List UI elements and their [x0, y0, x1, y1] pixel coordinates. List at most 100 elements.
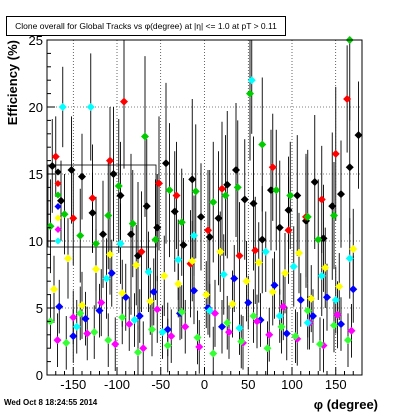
data-point [347, 326, 356, 335]
data-point [120, 97, 128, 106]
data-point [317, 271, 326, 280]
data-point [134, 348, 142, 357]
data-point [195, 342, 204, 351]
data-point [272, 186, 281, 195]
data-point [282, 329, 291, 338]
data-point [267, 186, 275, 195]
data-point [253, 317, 261, 326]
x-tick-label: -100 [104, 377, 130, 392]
data-point [174, 279, 183, 288]
data-point [116, 191, 125, 200]
data-point [233, 183, 242, 192]
data-point [148, 325, 156, 334]
data-point [209, 198, 218, 207]
data-point [265, 330, 274, 339]
data-point [214, 214, 223, 223]
data-point [235, 324, 244, 333]
data-point [88, 194, 97, 203]
legend-marker [54, 226, 62, 233]
data-point [246, 89, 254, 98]
timestamp: Wed Oct 8 18:24:55 2014 [4, 398, 98, 407]
data-point [337, 320, 345, 329]
data-point [97, 298, 106, 307]
data-point [303, 212, 312, 221]
data-point [172, 191, 181, 200]
data-point [92, 265, 100, 274]
data-point [303, 318, 312, 327]
data-point [230, 274, 239, 283]
data-point [146, 297, 155, 306]
data-point [132, 261, 141, 270]
data-point [309, 312, 317, 321]
data-point [331, 149, 340, 158]
data-point [263, 344, 272, 353]
data-point [286, 191, 295, 200]
data-point [158, 328, 167, 337]
data-point [281, 269, 289, 278]
data-point [179, 241, 188, 250]
data-point [118, 289, 127, 298]
data-point [163, 341, 172, 350]
data-point [268, 163, 277, 172]
data-point [219, 270, 228, 279]
data-point [106, 250, 114, 259]
data-point [67, 165, 76, 174]
data-point [160, 271, 169, 280]
legend-marker [54, 180, 62, 187]
data-point [72, 322, 81, 331]
data-point [242, 277, 251, 286]
chart-title: Clone overall for Global Tracks vs φ(deg… [6, 16, 286, 36]
y-tick-label: 15 [29, 167, 43, 182]
data-point [58, 103, 67, 111]
data-point [258, 235, 267, 244]
data-point [50, 285, 58, 294]
data-point [188, 257, 197, 266]
data-point [130, 316, 139, 325]
data-point [223, 180, 232, 189]
data-point [205, 232, 214, 241]
data-point [237, 337, 246, 346]
data-point [258, 140, 267, 149]
y-tick-label: 0 [36, 368, 43, 383]
data-point [216, 247, 225, 256]
data-point [316, 340, 324, 349]
data-point [247, 76, 256, 85]
data-point [139, 344, 148, 353]
data-point [321, 263, 330, 272]
data-point [331, 295, 340, 304]
data-point [343, 94, 352, 103]
legend-marker [54, 214, 62, 222]
data-point [151, 235, 160, 244]
data-point [279, 302, 288, 311]
data-point [317, 195, 326, 204]
data-point [76, 231, 85, 240]
data-point [149, 287, 158, 296]
data-point [69, 313, 78, 322]
data-point [64, 254, 72, 263]
data-point [181, 322, 190, 331]
data-point [244, 298, 253, 307]
data-point [218, 322, 226, 331]
data-point [141, 132, 149, 141]
data-point [333, 310, 342, 319]
data-point [270, 281, 279, 290]
data-point [218, 184, 226, 193]
data-point [69, 214, 78, 223]
data-point [261, 247, 270, 256]
data-point [295, 249, 303, 258]
x-tick-label: 50 [241, 377, 255, 392]
data-point [209, 349, 218, 358]
data-point [235, 251, 244, 260]
data-point [174, 255, 183, 264]
data-point [137, 247, 146, 256]
data-point [53, 336, 62, 345]
data-point [60, 210, 69, 219]
data-point [193, 333, 202, 342]
data-point [162, 159, 170, 168]
data-point [328, 202, 337, 211]
y-tick-label: 5 [36, 301, 43, 316]
y-tick-label: 20 [29, 100, 43, 115]
data-point [114, 182, 123, 191]
data-point [127, 230, 135, 239]
data-point [296, 295, 305, 304]
